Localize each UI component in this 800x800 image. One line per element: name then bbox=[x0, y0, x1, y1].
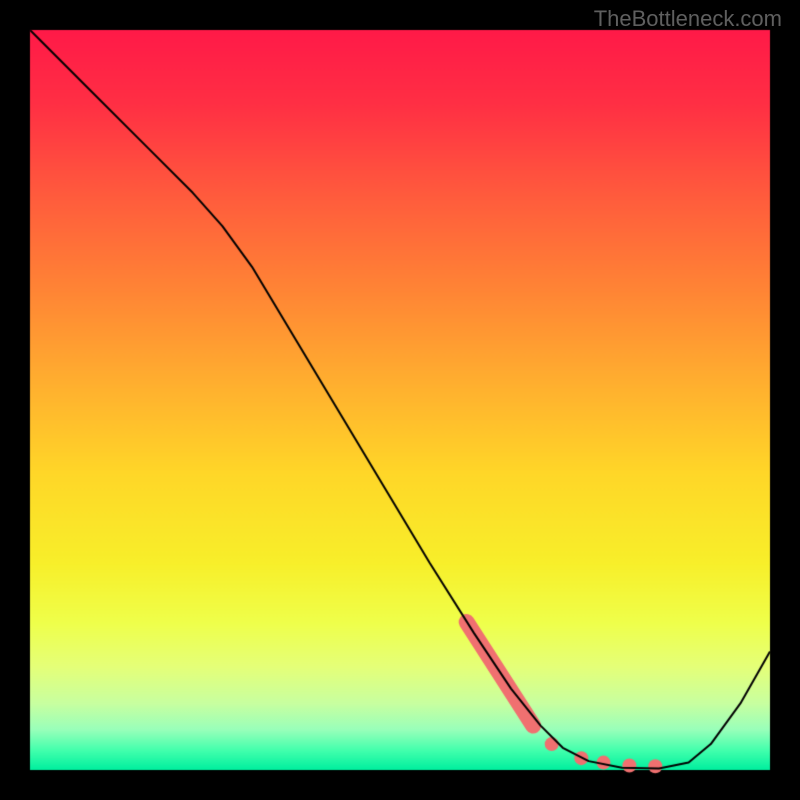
curve-canvas bbox=[0, 0, 800, 800]
chart-container: TheBottleneck.com bbox=[0, 0, 800, 800]
